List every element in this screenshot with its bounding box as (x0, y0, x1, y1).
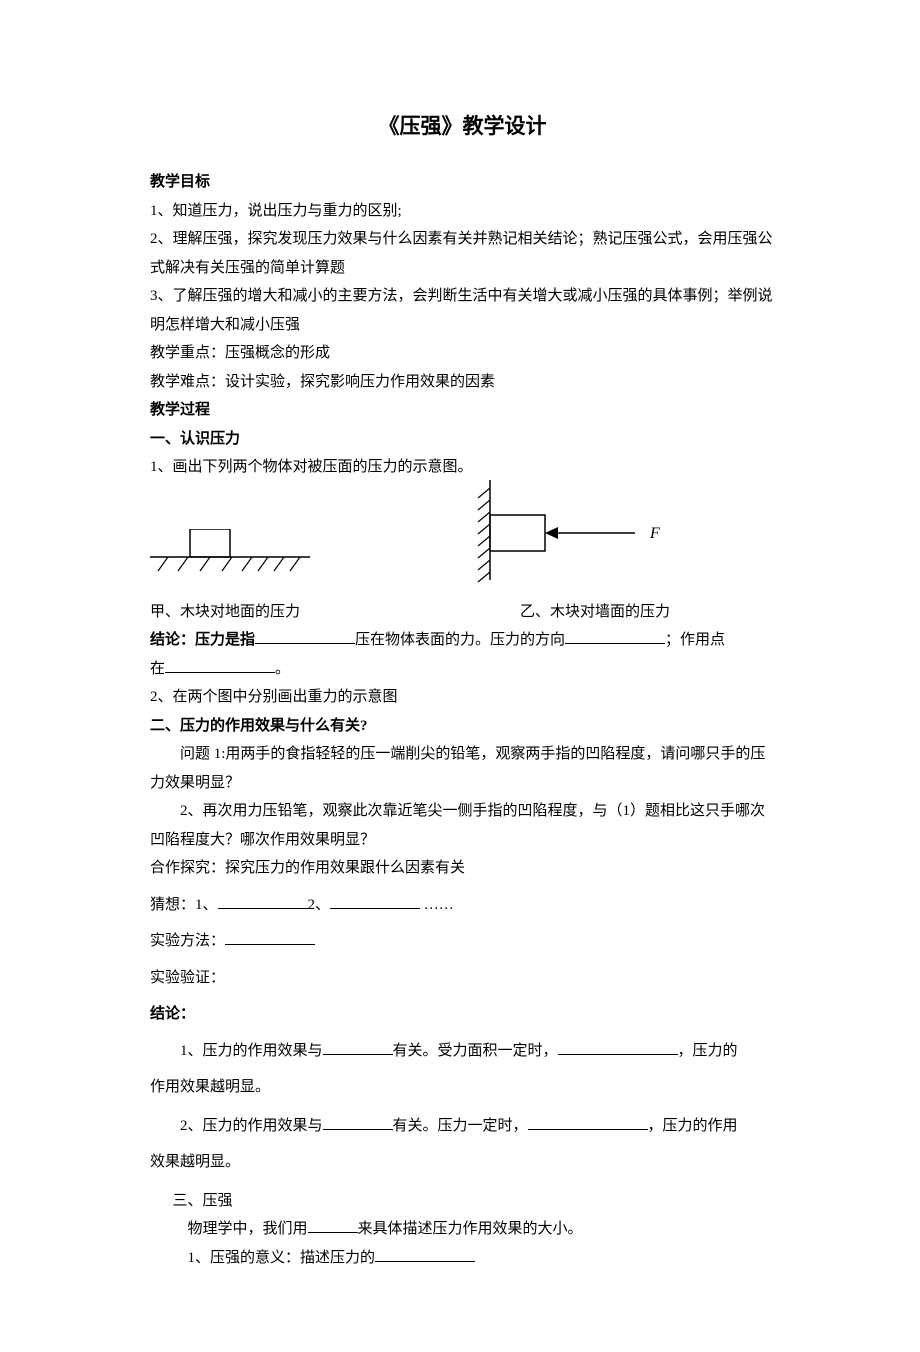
goal-2: 2、理解压强，探究发现压力效果与什么因素有关并熟记相关结论；熟记压强公式，会用压… (150, 225, 775, 282)
sec1-p2: 2、在两个图中分别画出重力的示意图 (150, 683, 775, 712)
heading-process: 教学过程 (150, 396, 775, 425)
teaching-difficulty: 教学难点：设计实验，探究影响压力作用效果的因素 (150, 368, 775, 397)
method-pre: 实验方法： (150, 933, 225, 949)
blank (308, 1217, 358, 1233)
diagram-b: F (450, 480, 710, 600)
sec3-i1: 1、压强的意义：描述压力的 (150, 1244, 775, 1273)
concl-post2: 。 (275, 661, 290, 677)
concl-mid: 压在物体表面的力。压力的方向 (355, 632, 565, 648)
blank (165, 657, 275, 673)
heading-sec3: 三、压强 (150, 1187, 775, 1216)
sec2-guess: 猜想：1、 2、 …… (150, 891, 775, 920)
goal-3: 3、了解压强的增大和减小的主要方法，会判断生活中有关增大或减小压强的具体事例；举… (150, 282, 775, 339)
sec2-c2: 2、压力的作用效果与 有关。压力一定时， ，压力的作用 (150, 1112, 775, 1141)
blank (528, 1114, 648, 1130)
page: 《压强》教学设计 教学目标 1、知道压力，说出压力与重力的区别; 2、理解压强，… (0, 0, 920, 1352)
sec2-c2-line2: 效果越明显。 (150, 1148, 775, 1177)
sec3-intro: 物理学中，我们用 来具体描述压力作用效果的大小。 (150, 1215, 775, 1244)
sec2-q2: 2、再次用力压铅笔，观察此次靠近笔尖一侧手指的凹陷程度，与（1）题相比这只手哪次… (150, 797, 775, 854)
sec3-i1-pre: 1、压强的意义：描述压力的 (188, 1250, 376, 1266)
c2-tail: ，压力的作用 (648, 1118, 738, 1134)
blank (323, 1114, 393, 1130)
diagram-a (150, 500, 350, 590)
heading-sec2: 二、压力的作用效果与什么有关? (150, 712, 775, 741)
c1-tail: ，压力的 (678, 1043, 738, 1059)
blank (565, 628, 665, 644)
guess-tail: …… (420, 897, 454, 913)
force-label: F (649, 525, 660, 542)
heading-sec1: 一、认识压力 (150, 425, 775, 454)
sec1-conclusion: 结论：压力是指 压在物体表面的力。压力的方向 ；作用点 (150, 626, 775, 655)
sec2-method: 实验方法： (150, 927, 775, 956)
concl-tail1: ；作用点 (665, 632, 725, 648)
blank (330, 893, 420, 909)
c1-mid: 有关。受力面积一定时， (393, 1043, 558, 1059)
goal-1: 1、知道压力，说出压力与重力的区别; (150, 197, 775, 226)
concl-pre2: 在 (150, 661, 165, 677)
c2-mid: 有关。压力一定时， (393, 1118, 528, 1134)
conclusion-inline-label: 结论：压力是指 (150, 632, 255, 648)
sec2-c1: 1、压力的作用效果与 有关。受力面积一定时， ，压力的 (150, 1037, 775, 1066)
blank (558, 1039, 678, 1055)
sec3-intro-post: 来具体描述压力作用效果的大小。 (358, 1221, 583, 1237)
sec1-conclusion-2: 在。 (150, 655, 775, 684)
sec1-p1: 1、画出下列两个物体对被压面的压力的示意图。 (150, 453, 775, 482)
diagram-captions: 甲、木块对地面的压力 乙、木块对墙面的压力 (150, 598, 775, 627)
caption-b: 乙、木块对墙面的压力 (520, 598, 670, 627)
diagram-row: F (150, 500, 775, 590)
sec2-c1-line2: 作用效果越明显。 (150, 1073, 775, 1102)
c2-pre: 2、压力的作用效果与 (180, 1118, 323, 1134)
teaching-focus: 教学重点：压强概念的形成 (150, 339, 775, 368)
guess-pre: 猜想：1、 (150, 897, 218, 913)
sec2-q1: 问题 1:用两手的食指轻轻的压一端削尖的铅笔，观察两手指的凹陷程度，请问哪只手的… (150, 740, 775, 797)
caption-a: 甲、木块对地面的压力 (150, 598, 520, 627)
sec3-intro-pre: 物理学中，我们用 (188, 1221, 308, 1237)
sec2-coop: 合作探究：探究压力的作用效果跟什么因素有关 (150, 854, 775, 883)
heading-goals: 教学目标 (150, 168, 775, 197)
guess-mid: 2、 (308, 897, 331, 913)
blank (255, 628, 355, 644)
blank (218, 893, 308, 909)
blank (323, 1039, 393, 1055)
blank (375, 1246, 475, 1262)
blank (225, 929, 315, 945)
c1-pre: 1、压力的作用效果与 (180, 1043, 323, 1059)
page-title: 《压强》教学设计 (150, 110, 775, 140)
sec2-verify: 实验验证： (150, 964, 775, 993)
sec2-conclusion-label: 结论： (150, 1000, 775, 1029)
